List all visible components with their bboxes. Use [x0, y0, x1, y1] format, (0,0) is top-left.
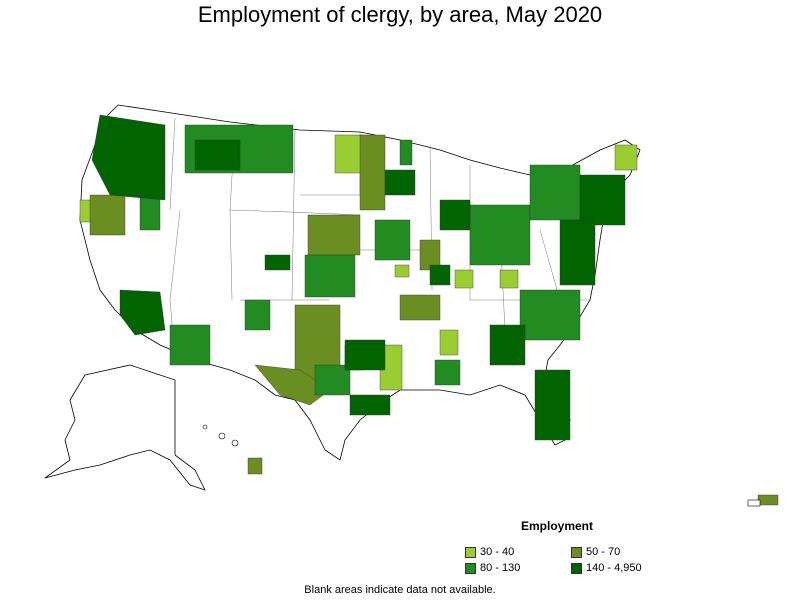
legend-item-140-4950: 140 - 4,950 — [571, 562, 642, 574]
legend-label-80-130: 80 - 130 — [480, 562, 521, 574]
legend-swatch-30-40 — [465, 546, 476, 558]
areas-50-70 — [89, 134, 779, 506]
legend-item-50-70: 50 - 70 — [571, 546, 620, 558]
legend-item-30-40: 30 - 40 — [465, 546, 514, 558]
legend-swatch-140-4950 — [571, 562, 582, 574]
legend-swatch-50-70 — [571, 546, 582, 558]
legend-title: Employment — [521, 519, 594, 533]
map-title: Employment of clergy, by area, May 2020 — [197, 2, 603, 27]
hawaii-outline — [202, 424, 239, 447]
legend-label-50-70: 50 - 70 — [586, 546, 621, 558]
legend-swatch-80-130 — [465, 562, 476, 574]
alaska-outline — [44, 364, 206, 491]
puerto-rico-outline — [747, 499, 761, 507]
legend-item-80-130: 80 - 130 — [465, 562, 520, 574]
legend-label-140-4950: 140 - 4,950 — [586, 562, 642, 574]
footnote: Blank areas indicate data not available. — [304, 584, 496, 596]
legend-label-30-40: 30 - 40 — [480, 546, 515, 558]
areas-80-130 — [139, 124, 581, 396]
areas-140-4950 — [91, 114, 626, 441]
